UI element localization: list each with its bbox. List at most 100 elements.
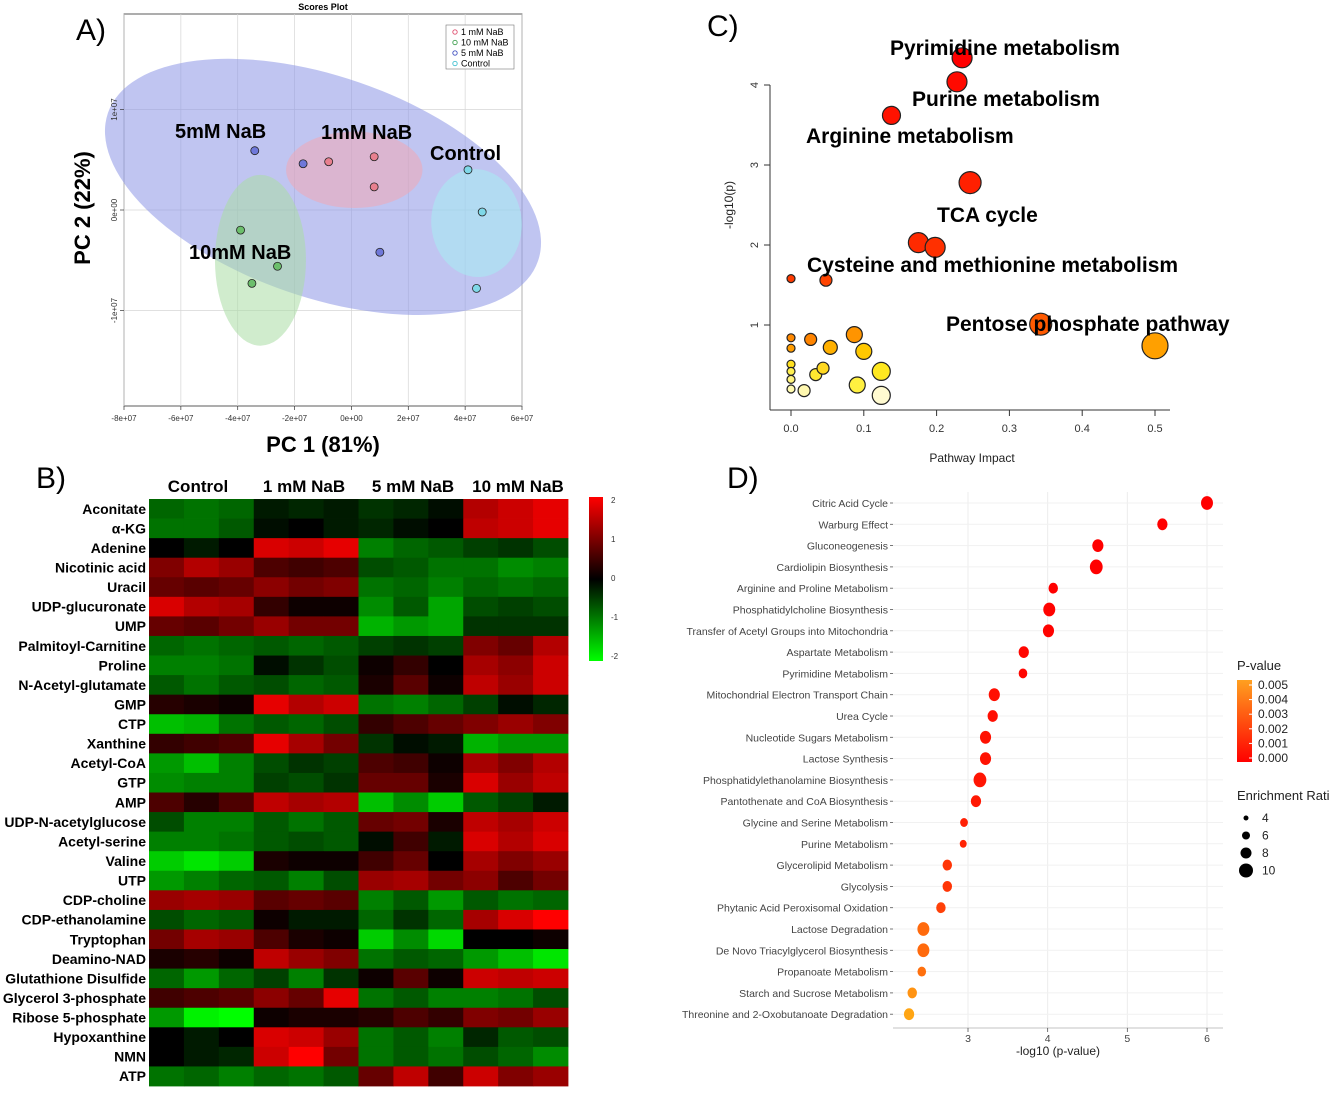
heatmap-cell bbox=[463, 596, 499, 617]
pvalue-legend-title: P-value bbox=[1237, 658, 1281, 673]
heatmap-cell bbox=[323, 1007, 359, 1028]
heatmap-cell bbox=[358, 635, 394, 656]
heatmap-cell bbox=[393, 929, 429, 950]
enrichment-pathway-label: Lactose Degradation bbox=[791, 924, 888, 936]
heatmap-cell bbox=[218, 1027, 255, 1048]
heatmap-cell bbox=[463, 890, 499, 911]
enrichment-pathway-label: Phosphatidylcholine Biosynthesis bbox=[733, 605, 888, 617]
heatmap-cell bbox=[463, 1007, 499, 1028]
pca-legend-marker bbox=[452, 39, 458, 46]
heatmap-cell bbox=[253, 1046, 290, 1067]
heatmap-cell bbox=[533, 616, 569, 637]
heatmap-cell bbox=[323, 616, 359, 637]
pca-x-tick-label: 0e+00 bbox=[340, 414, 363, 423]
heatmap-cell bbox=[393, 968, 429, 989]
pca-legend-marker bbox=[452, 60, 458, 67]
heatmap-cell bbox=[533, 1027, 569, 1048]
heatmap-cell bbox=[183, 499, 220, 519]
heatmap-cell bbox=[323, 831, 359, 852]
heatmap-cell bbox=[393, 577, 429, 598]
heatmap-cell bbox=[393, 596, 429, 617]
enrichment-pathway-label: Warburg Effect bbox=[819, 519, 889, 531]
heatmap-cell bbox=[218, 733, 255, 754]
heatmap-row-label: Acetyl-serine bbox=[58, 833, 146, 849]
heatmap-cell bbox=[149, 988, 185, 1009]
heatmap-cell bbox=[183, 714, 220, 735]
heatmap-row-label: UDP-N-acetylglucose bbox=[4, 814, 146, 830]
pathway-bubble bbox=[822, 339, 838, 355]
heatmap-cell bbox=[288, 988, 324, 1009]
enrichment-dot-plot: Citric Acid Cycle Warburg Effect Gluconeog… bbox=[682, 492, 1330, 1058]
heatmap-row-label: AMP bbox=[115, 794, 146, 810]
pathway-x-axis-title: Pathway Impact bbox=[929, 451, 1015, 465]
heatmap-cell bbox=[428, 655, 464, 676]
pca-legend-label: 1 mM NaB bbox=[461, 27, 504, 37]
pca-x-tick-label: 2e+07 bbox=[397, 414, 420, 423]
heatmap-cell bbox=[218, 577, 255, 598]
enrichment-point bbox=[903, 1008, 915, 1021]
enrichment-ratio-legend-dot bbox=[1240, 847, 1252, 859]
heatmap-cell bbox=[253, 616, 290, 637]
heatmap-cell bbox=[288, 792, 324, 813]
enrichment-point bbox=[917, 922, 930, 936]
heatmap-cell bbox=[218, 812, 255, 833]
heatmap-cell bbox=[358, 655, 394, 676]
heatmap-cell bbox=[428, 499, 464, 519]
heatmap-cell bbox=[358, 1007, 394, 1028]
heatmap-cell bbox=[288, 753, 324, 774]
heatmap-cell bbox=[498, 518, 534, 539]
heatmap-cell bbox=[358, 909, 394, 930]
heatmap-cell bbox=[358, 596, 394, 617]
enrichment-x-tick-label: 4 bbox=[1045, 1033, 1051, 1045]
heatmap-row-label: UTP bbox=[118, 873, 146, 889]
heatmap-cell bbox=[428, 772, 464, 793]
heatmap-cell bbox=[288, 772, 324, 793]
pathway-plot-area bbox=[780, 47, 1170, 405]
enrichment-grid bbox=[893, 492, 1223, 1028]
heatmap-cell bbox=[533, 753, 569, 774]
pathway-bubble bbox=[845, 326, 863, 344]
heatmap-cell bbox=[183, 1027, 220, 1048]
pca-title: Scores Plot bbox=[298, 2, 348, 12]
heatmap-cell bbox=[498, 792, 534, 813]
heatmap-cell bbox=[428, 909, 464, 930]
enrichment-x-tick-label: 3 bbox=[965, 1033, 971, 1045]
heatmap-cell bbox=[288, 1046, 324, 1067]
heatmap-cell bbox=[323, 792, 359, 813]
annotation-purine: Purine metabolism bbox=[912, 88, 1100, 111]
heatmap-cell bbox=[218, 929, 255, 950]
pvalue-legend-label: 0.004 bbox=[1258, 693, 1288, 707]
heatmap-cell bbox=[533, 851, 569, 872]
enrichment-point bbox=[960, 818, 968, 827]
heatmap-cell bbox=[218, 518, 255, 539]
heatmap-cell bbox=[463, 616, 499, 637]
heatmap-cell bbox=[498, 557, 534, 578]
heatmap-cell bbox=[393, 655, 429, 676]
heatmap-cell bbox=[533, 812, 569, 833]
enrichment-point bbox=[987, 710, 998, 722]
enrichment-ratio-legend-label: 8 bbox=[1262, 846, 1269, 860]
enrichment-ticks: 3 4 5 6 bbox=[893, 1027, 1223, 1045]
heatmap-cell bbox=[428, 577, 464, 598]
heatmap-cell bbox=[358, 772, 394, 793]
heatmap-cell bbox=[393, 616, 429, 637]
heatmap-cell bbox=[358, 499, 394, 519]
heatmap-cell bbox=[463, 1027, 499, 1048]
pca-group-label-10mM: 10mM NaB bbox=[189, 242, 291, 264]
heatmap-row-label: ATP bbox=[119, 1068, 146, 1084]
heatmap-cell bbox=[323, 870, 359, 891]
heatmap-cell bbox=[288, 596, 324, 617]
heatmap-cell bbox=[498, 949, 534, 969]
pca-x-tick-label: -8e+07 bbox=[111, 414, 137, 423]
pathway-bubble bbox=[1029, 312, 1053, 336]
heatmap-cell bbox=[428, 733, 464, 754]
heatmap-cell bbox=[428, 1046, 464, 1067]
heatmap-cell bbox=[358, 870, 394, 891]
enrichment-point bbox=[936, 902, 946, 914]
heatmap-cell bbox=[358, 949, 394, 969]
heatmap-row-label: Adenine bbox=[91, 540, 146, 556]
heatmap-cell bbox=[183, 1046, 220, 1067]
enrichment-point bbox=[1048, 582, 1058, 594]
heatmap-cell bbox=[498, 694, 534, 715]
heatmap-cell bbox=[498, 851, 534, 872]
